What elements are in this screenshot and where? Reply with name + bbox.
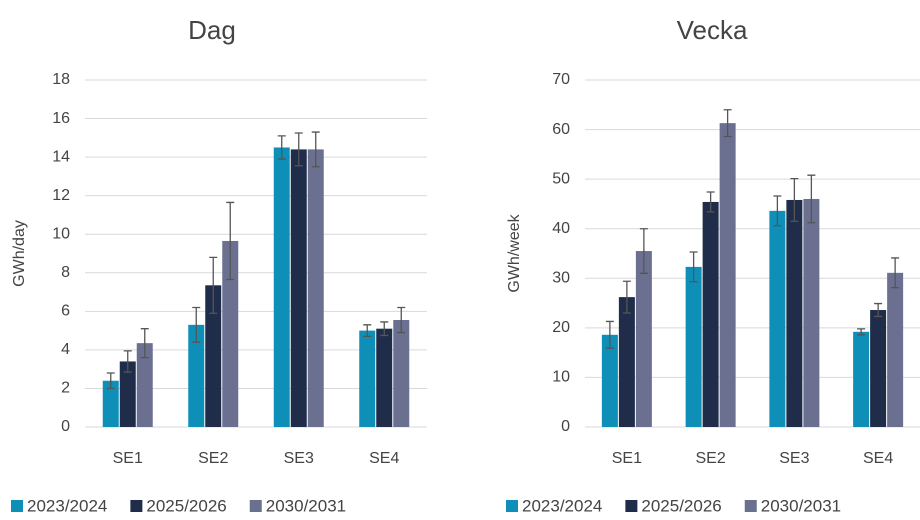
y-tick-label: 30	[552, 270, 570, 287]
bar	[803, 198, 820, 427]
error-bar	[622, 280, 631, 314]
legend-label: 2023/2024	[27, 496, 107, 515]
chart-title: Dag	[188, 15, 236, 45]
y-tick-label: 12	[52, 187, 70, 204]
legend-label: 2025/2026	[641, 496, 721, 515]
bar	[273, 147, 290, 427]
bar	[719, 123, 736, 428]
error-bar	[123, 350, 132, 373]
y-tick-label: 16	[52, 110, 70, 127]
legend-swatch	[625, 500, 638, 512]
legend-swatch	[506, 500, 518, 512]
bar	[870, 310, 887, 427]
error-bar	[689, 251, 698, 283]
error-bar	[311, 131, 320, 168]
bar	[635, 251, 652, 427]
error-bar	[226, 201, 235, 281]
bar	[618, 297, 635, 427]
bar	[102, 380, 119, 427]
error-bar	[363, 324, 372, 338]
error-bar	[380, 321, 389, 337]
error-bar	[605, 320, 614, 349]
bar	[702, 201, 719, 427]
legend-swatch	[11, 500, 23, 512]
y-axis-label: GWh/day	[11, 220, 28, 287]
bar	[853, 331, 870, 427]
error-bar	[397, 306, 406, 334]
error-bar	[209, 256, 218, 314]
x-tick-label: SE4	[369, 450, 399, 467]
bar	[887, 272, 904, 427]
error-bar	[857, 328, 866, 336]
y-tick-label: 6	[61, 303, 70, 320]
x-tick-label: SE4	[863, 450, 893, 467]
y-tick-label: 2	[61, 380, 70, 397]
error-bar	[891, 257, 900, 289]
error-bar	[192, 306, 201, 343]
bar	[290, 149, 307, 427]
x-tick-label: SE2	[198, 450, 228, 467]
bar	[393, 320, 410, 427]
error-bar	[790, 177, 799, 222]
y-axis-label: GWh/week	[506, 213, 523, 292]
bar	[307, 149, 324, 427]
error-bar	[874, 302, 883, 318]
legend-label: 2023/2024	[522, 496, 602, 515]
y-tick-label: 10	[552, 369, 570, 386]
bar	[769, 210, 786, 427]
chart-title: Vecka	[677, 15, 748, 45]
y-tick-label: 50	[552, 170, 570, 187]
bar	[359, 330, 376, 427]
error-bar	[723, 109, 732, 138]
legend-label: 2025/2026	[146, 496, 226, 515]
bar	[601, 334, 618, 427]
y-tick-label: 8	[61, 264, 70, 281]
legend-label: 2030/2031	[266, 496, 346, 515]
error-bar	[277, 135, 286, 160]
x-tick-label: SE2	[696, 450, 726, 467]
error-bar	[294, 132, 303, 167]
legend-swatch	[249, 500, 262, 512]
bar	[376, 328, 393, 427]
bar	[205, 285, 222, 427]
bar	[119, 361, 136, 427]
error-bar	[706, 191, 715, 213]
y-tick-label: 40	[552, 220, 570, 237]
bar	[222, 240, 239, 427]
bar	[136, 343, 153, 427]
x-tick-label: SE3	[284, 450, 314, 467]
y-tick-label: 10	[52, 225, 70, 242]
y-tick-label: 0	[561, 418, 570, 435]
y-tick-label: 70	[552, 71, 570, 88]
error-bar	[807, 174, 816, 224]
y-tick-label: 20	[552, 319, 570, 336]
legend-swatch	[130, 500, 143, 512]
bar	[188, 324, 205, 427]
bar	[786, 199, 803, 427]
y-tick-label: 14	[52, 148, 70, 165]
x-tick-label: SE3	[779, 450, 809, 467]
x-tick-label: SE1	[113, 450, 143, 467]
y-tick-label: 4	[61, 341, 70, 358]
y-tick-label: 60	[552, 121, 570, 138]
y-tick-label: 0	[61, 418, 70, 435]
error-bar	[106, 372, 115, 390]
error-bar	[773, 195, 782, 227]
error-bar	[639, 228, 648, 274]
bar	[685, 266, 702, 427]
x-tick-label: SE1	[612, 450, 642, 467]
error-bar	[140, 328, 149, 359]
legend-label: 2030/2031	[761, 496, 841, 515]
y-tick-label: 18	[52, 71, 70, 88]
legend-swatch	[744, 500, 757, 512]
